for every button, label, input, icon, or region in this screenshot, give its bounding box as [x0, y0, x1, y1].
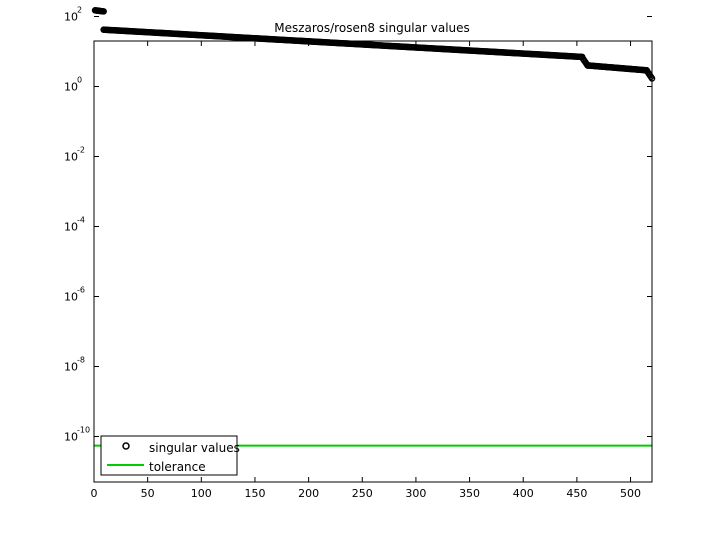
x-tick-label: 150: [244, 487, 265, 500]
y-tick-label-base: 10: [64, 291, 78, 304]
y-tick-label-base: 10: [64, 151, 78, 164]
legend: singular values tolerance: [100, 435, 240, 476]
chart-title: Meszaros/rosen8 singular values: [274, 21, 470, 35]
y-tick-label-exponent: -8: [77, 356, 85, 365]
y-tick-label-base: 10: [64, 221, 78, 234]
y-tick-label-exponent: 2: [77, 6, 82, 15]
x-tick-label: 200: [298, 487, 319, 500]
x-tick-label: 50: [141, 487, 155, 500]
x-tick-label: 500: [620, 487, 641, 500]
x-tick-label: 250: [352, 487, 373, 500]
data-point: [100, 8, 107, 15]
ticks-layer: 0 50 100 150 200 250 300 350 400 450 50010210010-2…: [64, 6, 652, 500]
y-tick-label-exponent: -10: [77, 426, 90, 435]
x-tick-label: 300: [405, 487, 426, 500]
y-tick-label-exponent: -4: [77, 216, 85, 225]
x-tick-label: 400: [513, 487, 534, 500]
x-tick-label: 0: [91, 487, 98, 500]
plot-frame: [93, 40, 653, 483]
legend-label-singular-values: singular values: [149, 441, 240, 455]
y-tick-label-exponent: 0: [77, 76, 82, 85]
y-tick-label-base: 10: [64, 361, 78, 374]
y-tick-label-base: 10: [64, 81, 78, 94]
y-tick-label-base: 10: [64, 11, 78, 24]
y-tick-label-exponent: -6: [77, 286, 85, 295]
x-tick-label: 350: [459, 487, 480, 500]
legend-box: [100, 435, 238, 476]
legend-marker-singular-values: [122, 442, 130, 450]
legend-label-tolerance: tolerance: [149, 460, 206, 474]
y-tick-label-exponent: -2: [77, 146, 85, 155]
data-layer: [91, 7, 656, 447]
y-tick-label-base: 10: [64, 431, 78, 444]
x-tick-label: 100: [191, 487, 212, 500]
x-tick-label: 450: [566, 487, 587, 500]
